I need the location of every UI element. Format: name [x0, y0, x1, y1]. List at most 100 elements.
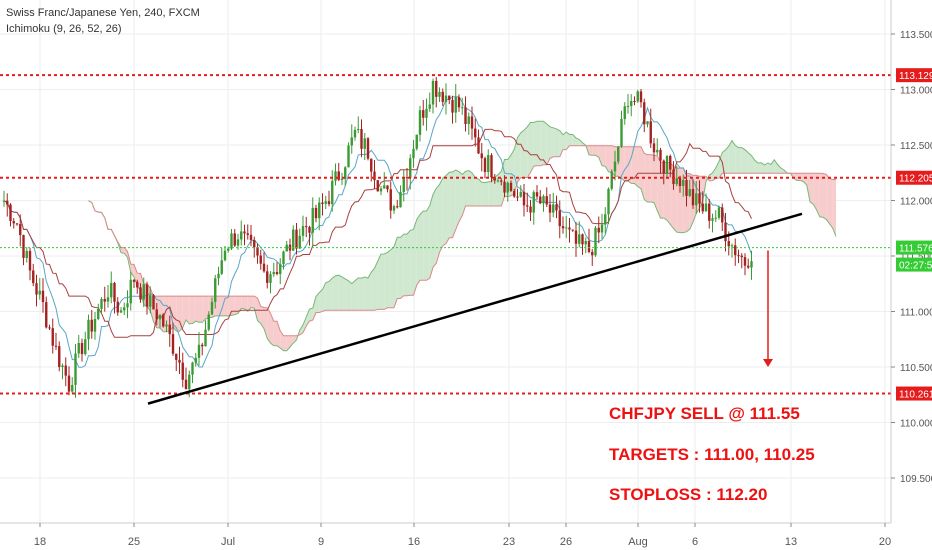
cloud-segment [728, 140, 732, 174]
candle-body [649, 121, 652, 144]
cloud-segment [182, 296, 186, 328]
cloud-segment [247, 296, 251, 312]
candle-body [656, 149, 659, 153]
cloud-segment [598, 145, 602, 166]
cloud-segment [767, 162, 771, 174]
sell-arrow-head [763, 359, 773, 367]
candle-body [535, 192, 539, 197]
candle-body [392, 206, 396, 211]
cloud-segment [358, 277, 362, 311]
candle-body [308, 226, 311, 233]
cloud-segment [413, 219, 417, 296]
cloud-segment [374, 260, 378, 311]
candle-body [54, 345, 58, 347]
candle-body [532, 192, 535, 213]
level-price-tag: 113.129 [899, 71, 932, 82]
candle-body [184, 379, 188, 390]
current-price-tag-bg [896, 240, 932, 255]
cloud-segment [394, 237, 398, 308]
cloud-segment [660, 162, 664, 219]
cloud-segment [595, 145, 599, 158]
candle-body [516, 196, 519, 198]
candle-body [633, 101, 636, 103]
trendline[interactable] [147, 212, 803, 405]
candle-body [665, 155, 669, 174]
candle-body [613, 161, 617, 172]
candle-body [230, 233, 233, 249]
price-axis[interactable]: 113.500 113.000 112.500 112.000 111.500 111.0… [891, 30, 932, 485]
candle-body [188, 374, 191, 390]
candle-body [340, 178, 344, 180]
candle-body [155, 309, 158, 320]
cloud-segment [764, 162, 768, 174]
cloud-segment [387, 249, 391, 308]
y-tick-label: 113.500 [900, 30, 932, 41]
current-price-tag: 111.576 [899, 244, 932, 255]
candle-body [747, 265, 750, 268]
candle-body [298, 235, 301, 249]
candle-body [490, 155, 493, 178]
candle-body [509, 182, 513, 191]
candle-body [100, 298, 103, 309]
candle-body [685, 180, 688, 196]
candle-body [623, 106, 626, 120]
senkou-span-a-line [88, 120, 837, 352]
price-tags: 113.129 112.205 110.261 111.576 02:27:55 [896, 68, 932, 401]
candle-body [32, 270, 35, 284]
cloud-segment [173, 296, 177, 331]
level-price-tag-bg [896, 170, 932, 185]
candle-body [565, 227, 568, 229]
cloud-segment [452, 170, 456, 238]
candle-body [519, 191, 522, 197]
stoploss-note: STOPLOSS : 112.20 [609, 485, 768, 504]
candle-body [171, 334, 175, 354]
cloud-segment [228, 296, 232, 316]
candle-body [48, 327, 51, 329]
candle-body [727, 241, 730, 247]
candle-body [142, 284, 145, 300]
cloud-segment [202, 296, 206, 323]
cloud-segment [468, 170, 472, 206]
candle-body [561, 226, 565, 229]
candle-body [246, 233, 249, 235]
candle-body [737, 255, 740, 257]
cloud-segment [442, 175, 446, 246]
candle-body [405, 177, 409, 179]
candle-body [464, 107, 467, 124]
cloud-segment [400, 234, 404, 299]
candle-body [428, 104, 431, 109]
time-axis[interactable]: 18 25 Jul 9 16 23 26 Aug 6 13 20 [34, 523, 891, 548]
cloud-segment [644, 153, 648, 202]
candle-body [119, 310, 123, 313]
candle-body [474, 128, 477, 138]
cloud-segment [488, 181, 492, 206]
candle-body [353, 129, 357, 138]
candle-body [409, 158, 412, 178]
candle-body [379, 188, 383, 192]
candle-body [691, 189, 695, 206]
cloud-segment [426, 205, 430, 281]
candle-body [425, 108, 428, 118]
cloud-segment [605, 145, 609, 172]
cloud-segment [826, 174, 830, 224]
x-tick-label: 16 [408, 536, 420, 548]
cloud-segment [517, 132, 521, 182]
candle-body [90, 319, 93, 332]
candle-body [292, 229, 295, 251]
bar-countdown-tag: 02:27:55 [899, 261, 932, 272]
cloud-segment [325, 281, 329, 311]
cloud-segment [569, 134, 573, 146]
cloud-segment [829, 178, 833, 229]
y-tick-label: 109.500 [900, 474, 932, 485]
candle-body [376, 180, 379, 192]
candle-body [477, 137, 480, 154]
cloud-segment [195, 296, 199, 323]
candle-body [282, 251, 285, 265]
candle-body [431, 80, 435, 105]
candle-body [165, 324, 168, 327]
candlestick-series [2, 76, 753, 398]
candle-body [704, 203, 708, 212]
cloud-segment [751, 155, 755, 174]
cloud-segment [657, 155, 661, 219]
